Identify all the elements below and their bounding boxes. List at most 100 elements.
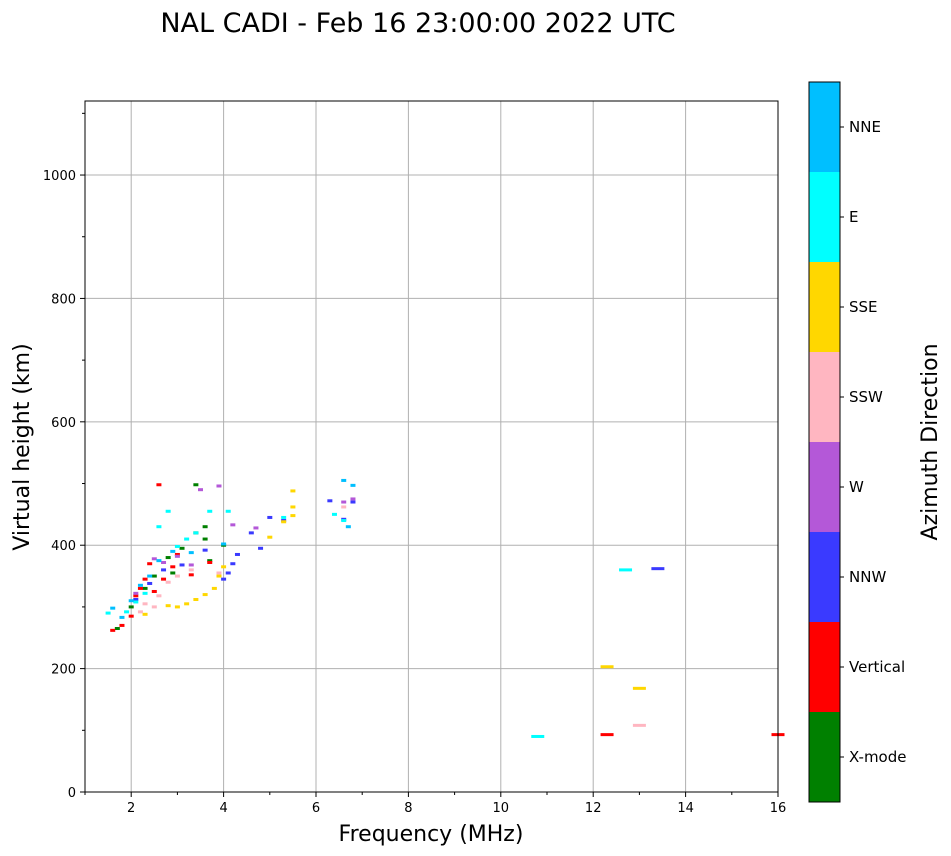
echo-point-x-mode xyxy=(202,537,208,541)
echo-point-vertical xyxy=(110,628,116,632)
echo-point-nne xyxy=(170,549,176,553)
echo-point-e xyxy=(105,611,111,615)
echo-point-sse xyxy=(174,605,180,609)
y-tick-label: 800 xyxy=(51,292,76,307)
echo-point-nne xyxy=(137,583,143,587)
echo-point-e xyxy=(331,512,337,516)
echo-point-nnw xyxy=(267,515,273,519)
x-tick-label: 6 xyxy=(312,801,320,816)
echo-point-x-mode xyxy=(128,605,134,609)
echo-point-x-mode xyxy=(170,571,176,575)
echo-point-ssw xyxy=(174,574,180,578)
echo-point-vertical xyxy=(137,586,143,590)
y-tick-label: 1000 xyxy=(43,169,76,184)
echo-point-vertical xyxy=(151,589,157,593)
echo-point-x-mode xyxy=(207,559,213,563)
echo-point-w xyxy=(350,497,356,501)
echo-point-e xyxy=(133,600,139,604)
echo-point-nnw xyxy=(161,568,167,572)
echo-point-w xyxy=(230,523,236,527)
echo-point-e xyxy=(225,509,231,513)
echo-point-nne xyxy=(119,615,125,619)
echo-point-e xyxy=(531,734,545,738)
echo-point-sse xyxy=(267,535,273,539)
echo-point-vertical xyxy=(188,573,194,577)
echo-point-x-mode xyxy=(114,627,120,631)
x-tick-label: 8 xyxy=(404,801,412,816)
echo-point-nne xyxy=(345,525,351,529)
echo-point-nnw xyxy=(133,598,139,602)
echo-point-x-mode xyxy=(179,546,185,550)
x-tick-label: 10 xyxy=(493,801,510,816)
colorbar-label: Vertical xyxy=(849,658,905,676)
echo-point-sse xyxy=(221,565,227,569)
echo-point-sse xyxy=(165,604,171,608)
chart-title: NAL CADI - Feb 16 23:00:00 2022 UTC xyxy=(160,8,675,39)
echo-point-nne xyxy=(188,551,194,555)
echo-point-w xyxy=(133,591,139,595)
echo-point-sse xyxy=(632,686,646,690)
echo-point-e xyxy=(156,525,162,529)
echo-point-ssw xyxy=(137,610,143,614)
plot-frame xyxy=(84,100,779,793)
echo-point-w xyxy=(151,557,157,561)
echo-point-sse xyxy=(290,489,296,493)
echo-point-x-mode xyxy=(202,525,208,529)
x-axis: 2 4 6 8 10 12 14 16 xyxy=(84,792,786,816)
x-axis-title: Frequency (MHz) xyxy=(339,822,524,847)
echo-point-vertical xyxy=(142,577,148,581)
echo-point-nnw xyxy=(147,581,153,585)
echo-point-sse xyxy=(290,505,296,509)
echo-point-vertical xyxy=(133,594,139,598)
echo-point-ssw xyxy=(341,505,347,509)
echo-point-vertical xyxy=(174,552,180,556)
plot-background xyxy=(85,101,778,792)
colorbar-label: X-mode xyxy=(849,748,906,766)
echo-point-vertical xyxy=(161,577,167,581)
echo-point-e xyxy=(142,591,148,595)
echo-point-vertical xyxy=(119,623,125,627)
echo-point-e xyxy=(124,610,130,614)
echo-point-nne xyxy=(350,483,356,487)
echo-point-vertical xyxy=(147,562,153,566)
echo-point-ssw xyxy=(632,723,646,727)
echo-point-nnw xyxy=(221,577,227,581)
echo-point-sse xyxy=(202,593,208,597)
data-marks xyxy=(105,478,785,738)
echo-point-sse xyxy=(600,665,614,669)
echo-point-sse xyxy=(281,520,287,524)
colorbar-label: SSW xyxy=(849,388,883,406)
echo-point-e xyxy=(341,519,347,523)
echo-point-vertical xyxy=(156,483,162,487)
colorbar-segment-vertical xyxy=(809,622,840,712)
colorbar-label: NNW xyxy=(849,568,886,586)
colorbar-segment-sse xyxy=(809,262,840,352)
echo-point-ssw xyxy=(156,594,162,598)
colorbar-segment-nnw xyxy=(809,532,840,622)
echo-point-w xyxy=(198,488,203,492)
echo-point-nnw xyxy=(234,552,240,556)
echo-point-vertical xyxy=(207,560,213,564)
echo-point-w xyxy=(216,484,222,488)
colorbar-title: Azimuth Direction xyxy=(918,343,943,540)
x-tick-label: 14 xyxy=(677,801,694,816)
echo-point-e xyxy=(165,509,171,513)
echo-point-nne xyxy=(128,599,134,603)
echo-point-e xyxy=(207,509,213,513)
echo-point-e xyxy=(184,537,190,541)
echo-point-w xyxy=(341,500,347,504)
colorbar-frame xyxy=(808,81,841,803)
echo-point-nnw xyxy=(225,571,231,575)
colorbar-label: W xyxy=(849,478,864,496)
echo-point-w xyxy=(174,554,180,558)
y-tick-label: 600 xyxy=(51,416,76,431)
echo-point-nnw xyxy=(350,500,356,504)
echo-point-nnw xyxy=(248,531,254,535)
echo-point-sse xyxy=(216,574,222,578)
echo-point-sse xyxy=(184,602,190,606)
echo-point-vertical xyxy=(170,565,176,569)
echo-point-ssw xyxy=(216,571,222,575)
echo-point-nne xyxy=(341,478,347,482)
echo-point-e xyxy=(619,568,633,572)
grid xyxy=(85,101,779,793)
